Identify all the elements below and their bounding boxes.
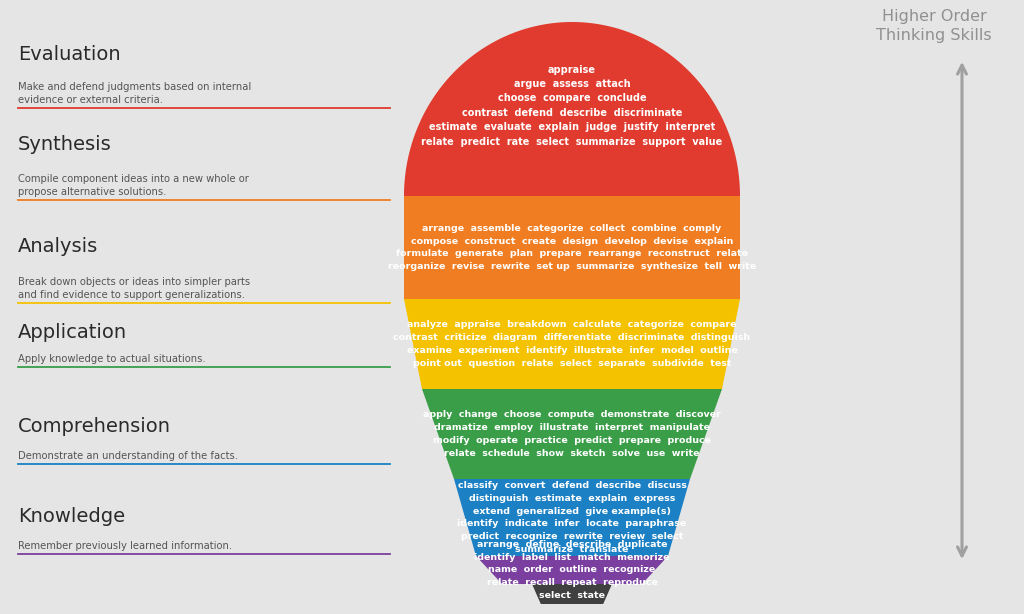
Text: Apply knowledge to actual situations.: Apply knowledge to actual situations. xyxy=(18,354,206,364)
Text: Remember previously learned information.: Remember previously learned information. xyxy=(18,541,232,551)
Text: Break down objects or ideas into simpler parts
and find evidence to support gene: Break down objects or ideas into simpler… xyxy=(18,277,250,300)
Text: arrange  assemble  categorize  collect  combine  comply
compose  construct  crea: arrange assemble categorize collect comb… xyxy=(388,223,756,271)
Text: Knowledge: Knowledge xyxy=(18,507,125,526)
Polygon shape xyxy=(422,389,722,479)
Text: Make and defend judgments based on internal
evidence or external criteria.: Make and defend judgments based on inter… xyxy=(18,82,251,105)
Text: arrange  define  describe  duplicate
identify  label  list  match  memorize
name: arrange define describe duplicate identi… xyxy=(474,540,670,600)
Text: Application: Application xyxy=(18,323,127,342)
Polygon shape xyxy=(404,22,740,196)
Text: apply  change  choose  compute  demonstrate  discover
dramatize  employ  illustr: apply change choose compute demonstrate … xyxy=(423,410,721,458)
Polygon shape xyxy=(532,584,612,604)
Text: Evaluation: Evaluation xyxy=(18,45,121,64)
Polygon shape xyxy=(404,196,740,299)
Text: Demonstrate an understanding of the facts.: Demonstrate an understanding of the fact… xyxy=(18,451,238,461)
Text: Compile component ideas into a new whole or
propose alternative solutions.: Compile component ideas into a new whole… xyxy=(18,174,249,197)
Text: Synthesis: Synthesis xyxy=(18,135,112,154)
Polygon shape xyxy=(476,556,668,584)
Text: Higher Order
Thinking Skills: Higher Order Thinking Skills xyxy=(877,9,992,43)
Text: appraise
argue  assess  attach
choose  compare  conclude
contrast  defend  descr: appraise argue assess attach choose comp… xyxy=(421,64,723,147)
Text: Analysis: Analysis xyxy=(18,237,98,256)
Text: classify  convert  defend  describe  discuss
distinguish  estimate  explain  exp: classify convert defend describe discuss… xyxy=(458,481,687,554)
Polygon shape xyxy=(454,479,690,556)
Polygon shape xyxy=(404,299,740,389)
Text: analyze  appraise  breakdown  calculate  categorize  compare
contrast  criticize: analyze appraise breakdown calculate cat… xyxy=(393,321,751,368)
Text: Comprehension: Comprehension xyxy=(18,417,171,436)
